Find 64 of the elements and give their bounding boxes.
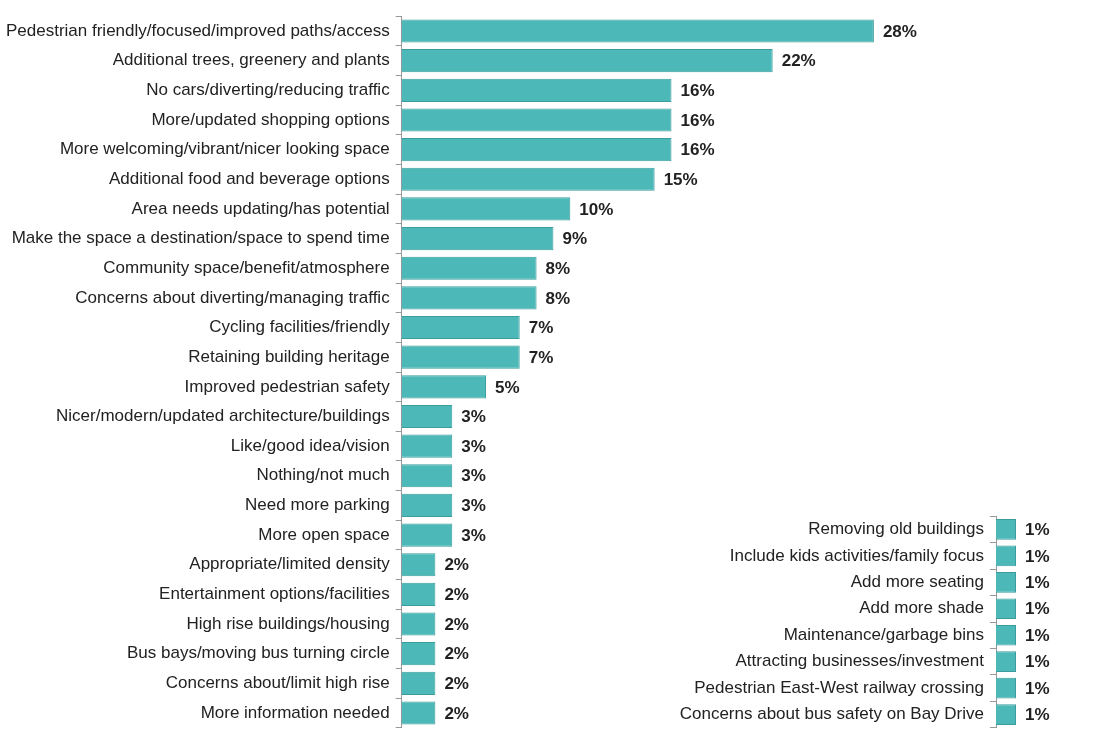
data-label: 7% (528, 347, 554, 367)
data-label: 1% (1025, 678, 1050, 698)
y-tick-label: Add more seating (850, 572, 984, 592)
y-tick-label: Make the space a destination/space to spend time (11, 228, 390, 248)
y-tick-label: Removing old buildings (808, 519, 984, 539)
data-label: 7% (528, 318, 554, 338)
y-tick-label: Bus bays/moving bus turning circle (126, 643, 390, 663)
y-tick-label: Concerns about diverting/managing traffic (75, 287, 391, 307)
y-tick-label: Additional food and beverage options (108, 168, 390, 188)
data-label: 8% (545, 288, 571, 308)
y-tick-label: Maintenance/garbage bins (783, 624, 984, 644)
data-label: 8% (545, 258, 571, 278)
data-label: 2% (444, 674, 469, 694)
y-tick-label: Include kids activities/family focus (729, 545, 984, 565)
y-tick-label: Additional trees, greenery and plants (112, 50, 390, 70)
y-tick-label: Area needs updating/has potential (131, 198, 390, 218)
y-tick-label: More welcoming/vibrant/nicer looking space (59, 139, 390, 159)
data-label: 2% (444, 703, 469, 723)
data-label: 3% (461, 407, 486, 427)
data-label: 1% (1025, 546, 1050, 566)
data-label: 2% (444, 585, 469, 605)
y-tick-label: Pedestrian East-West railway crossing (694, 677, 984, 697)
data-label: 16% (680, 140, 715, 160)
y-tick-label: Like/good idea/vision (230, 435, 390, 455)
y-tick-label: Community space/benefit/atmosphere (103, 257, 390, 277)
data-label: 3% (461, 525, 486, 545)
y-tick-label: More/updated shopping options (151, 109, 390, 129)
data-label: 2% (444, 555, 469, 575)
data-label: 1% (1025, 599, 1050, 619)
y-tick-label: Pedestrian friendly/focused/improved paths/access (5, 20, 390, 40)
data-label: 10% (579, 199, 614, 219)
data-label: 16% (680, 110, 715, 130)
y-tick-label: Concerns about bus safety on Bay Drive (679, 704, 984, 724)
y-tick-label: Add more shade (859, 598, 984, 618)
data-label: 1% (1025, 652, 1050, 672)
y-tick-label: Appropriate/limited density (189, 554, 391, 574)
y-tick-label: Nothing/not much (256, 465, 390, 485)
data-label: 16% (680, 81, 715, 101)
data-label: 3% (461, 436, 486, 456)
y-tick-label: More information needed (200, 702, 390, 722)
data-label: 1% (1025, 520, 1050, 540)
data-label: 3% (461, 496, 486, 516)
data-label: 2% (444, 614, 469, 634)
y-tick-label: Concerns about/limit high rise (165, 673, 390, 693)
data-label: 2% (444, 644, 469, 664)
data-label: 22% (781, 51, 816, 71)
data-label: 9% (562, 229, 588, 249)
y-tick-label: Nicer/modern/updated architecture/buildings (56, 406, 390, 426)
y-tick-label: Retaining building heritage (188, 346, 390, 366)
data-label: 1% (1025, 573, 1050, 593)
data-label: 1% (1025, 705, 1050, 725)
data-label: 5% (494, 377, 520, 397)
y-tick-label: Attracting businesses/investment (735, 651, 985, 671)
data-label: 3% (461, 466, 486, 486)
y-tick-label: No cars/diverting/reducing traffic (146, 80, 391, 100)
y-tick-label: Improved pedestrian safety (184, 376, 391, 396)
y-tick-label: High rise buildings/housing (186, 613, 390, 633)
y-tick-label: Cycling facilities/friendly (209, 317, 391, 337)
y-tick-label: More open space (258, 524, 390, 544)
data-label: 1% (1025, 625, 1050, 645)
y-tick-label: Need more parking (245, 495, 390, 515)
y-tick-label: Entertainment options/facilities (159, 584, 390, 604)
data-label: 15% (663, 169, 698, 189)
data-label: 28% (882, 21, 917, 41)
